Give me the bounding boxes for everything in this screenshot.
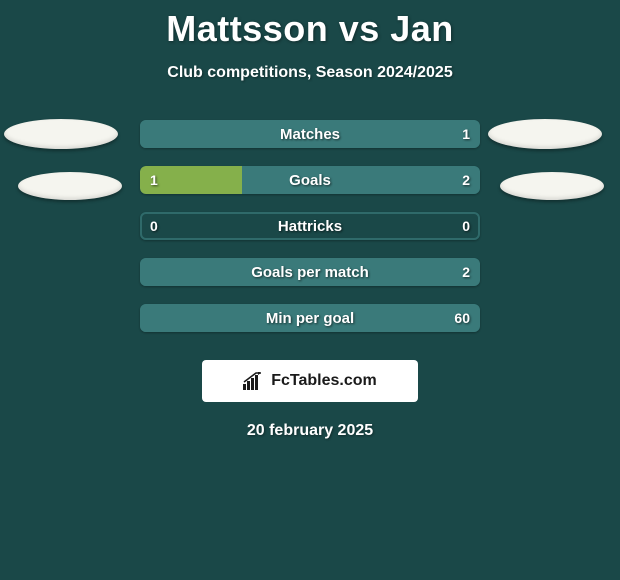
- stat-bar: 2Goals per match: [140, 258, 480, 286]
- date-text: 20 february 2025: [0, 422, 620, 440]
- value-right: 60: [454, 304, 470, 332]
- value-right: 1: [462, 120, 470, 148]
- fill-right: [140, 258, 480, 286]
- stat-bar: 60Min per goal: [140, 304, 480, 332]
- stat-label: Hattricks: [140, 212, 480, 240]
- fill-right: [140, 304, 480, 332]
- chart-icon: [243, 372, 265, 390]
- stat-bar: 0 0Hattricks: [140, 212, 480, 240]
- value-right: 2: [462, 258, 470, 286]
- value-left: 0: [150, 212, 158, 240]
- subtitle: Club competitions, Season 2024/2025: [0, 64, 620, 82]
- fill-right: [242, 166, 480, 194]
- page-title: Mattsson vs Jan: [0, 0, 620, 50]
- avatar-placeholder: [500, 172, 604, 200]
- stat-bar: 1Matches: [140, 120, 480, 148]
- value-right: 2: [462, 166, 470, 194]
- stat-bar: 12Goals: [140, 166, 480, 194]
- attribution-badge: FcTables.com: [202, 360, 418, 402]
- stat-row: 2Goals per match: [0, 258, 620, 304]
- stat-row: 0 0Hattricks: [0, 212, 620, 258]
- value-right: 0: [462, 212, 470, 240]
- fill-right: [140, 120, 480, 148]
- avatar-placeholder: [18, 172, 122, 200]
- comparison-stage: 1Matches12Goals00Hattricks2Goals per mat…: [0, 120, 620, 350]
- attribution-text: FcTables.com: [271, 372, 377, 390]
- stat-row: 60Min per goal: [0, 304, 620, 350]
- avatar-placeholder: [4, 119, 118, 149]
- avatar-placeholder: [488, 119, 602, 149]
- value-left: 1: [150, 166, 158, 194]
